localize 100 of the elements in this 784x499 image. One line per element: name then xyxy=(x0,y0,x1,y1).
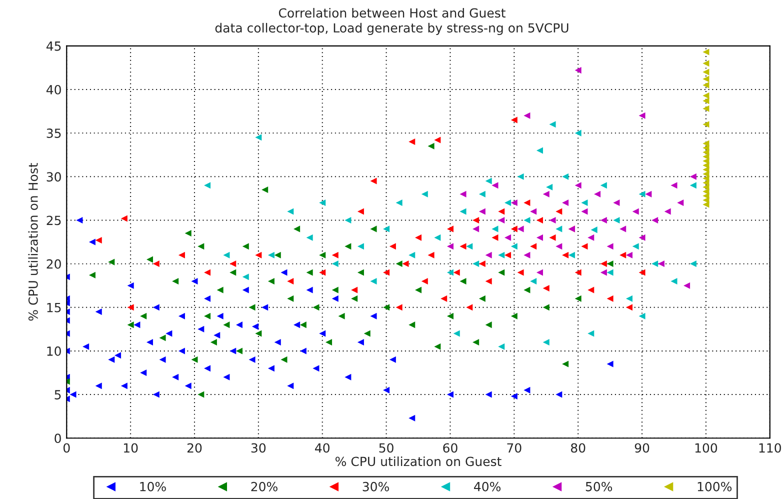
point xyxy=(606,295,614,302)
legend-label: 40% xyxy=(474,482,501,492)
point xyxy=(223,322,230,328)
point xyxy=(677,200,684,206)
x-tick-label: 60 xyxy=(443,443,458,453)
y-tick-label: 0 xyxy=(54,434,61,444)
point xyxy=(140,312,147,320)
point xyxy=(370,278,377,284)
point xyxy=(332,286,338,294)
x-tick-label: 70 xyxy=(507,443,522,453)
point xyxy=(542,284,550,292)
point xyxy=(236,348,243,354)
point xyxy=(434,343,441,350)
point xyxy=(357,208,364,215)
y-tick-label: 5 xyxy=(54,390,61,400)
point xyxy=(460,190,466,198)
point xyxy=(460,278,466,284)
point xyxy=(620,252,626,258)
legend-label: 10% xyxy=(140,482,166,492)
point xyxy=(408,252,416,258)
point xyxy=(466,304,473,311)
point xyxy=(306,234,313,241)
point xyxy=(396,260,402,268)
point xyxy=(370,178,377,184)
point xyxy=(191,356,198,363)
point xyxy=(524,252,530,258)
y-tick-label: 20 xyxy=(46,259,61,269)
point xyxy=(370,226,377,232)
point xyxy=(383,304,390,311)
point xyxy=(600,216,607,224)
point xyxy=(210,338,217,346)
point xyxy=(472,260,480,268)
y-tick-label: 45 xyxy=(46,42,61,51)
y-tick-label: 30 xyxy=(46,172,61,182)
point xyxy=(600,260,607,268)
point xyxy=(562,360,569,368)
point xyxy=(408,138,416,146)
point xyxy=(88,272,96,278)
legend-label: 100% xyxy=(698,482,732,492)
point xyxy=(178,252,185,258)
point xyxy=(216,286,224,294)
legend-label: 50% xyxy=(586,482,612,492)
point xyxy=(702,60,710,67)
point xyxy=(268,278,274,284)
point xyxy=(530,208,537,215)
point xyxy=(588,286,594,294)
point xyxy=(626,252,632,258)
point xyxy=(504,252,512,258)
point xyxy=(600,182,607,189)
point xyxy=(120,215,128,222)
point xyxy=(383,269,390,276)
point xyxy=(510,312,518,320)
point xyxy=(230,260,236,268)
point xyxy=(421,190,428,198)
point xyxy=(357,243,364,250)
point xyxy=(638,234,646,241)
point xyxy=(453,330,460,337)
point xyxy=(510,226,518,232)
point xyxy=(95,237,102,244)
point xyxy=(453,269,460,276)
point xyxy=(702,68,710,76)
point xyxy=(504,200,512,206)
point xyxy=(638,190,646,198)
point xyxy=(670,278,678,284)
point xyxy=(108,258,115,266)
point xyxy=(504,234,512,241)
point xyxy=(364,330,370,337)
point xyxy=(546,184,553,190)
point xyxy=(274,252,281,258)
x-axis-title: % CPU utilization on Guest xyxy=(336,456,502,466)
point xyxy=(510,116,518,124)
point xyxy=(396,200,402,206)
chart-subtitle: data collector-top, Load generate by stress-ng on 5VCPU xyxy=(215,22,568,36)
point xyxy=(478,208,486,215)
point xyxy=(530,243,537,250)
point xyxy=(632,243,639,250)
point xyxy=(549,121,556,128)
point xyxy=(268,252,274,258)
point xyxy=(332,252,338,258)
point xyxy=(530,278,537,284)
point xyxy=(568,252,575,258)
point xyxy=(460,243,466,250)
x-tick-label: 10 xyxy=(124,443,138,453)
point xyxy=(287,295,294,302)
point xyxy=(344,216,352,224)
y-tick-label: 25 xyxy=(46,216,61,226)
legend-label: 20% xyxy=(251,482,278,492)
point xyxy=(606,260,614,268)
point xyxy=(242,243,249,250)
point xyxy=(262,186,268,193)
point xyxy=(460,208,466,215)
x-tick-label: 80 xyxy=(570,443,586,453)
point xyxy=(498,252,505,258)
point xyxy=(344,243,352,250)
point xyxy=(652,260,658,268)
x-tick-label: 0 xyxy=(63,443,70,453)
point xyxy=(606,269,614,276)
point xyxy=(326,338,332,346)
point xyxy=(690,260,696,268)
point xyxy=(542,304,550,311)
